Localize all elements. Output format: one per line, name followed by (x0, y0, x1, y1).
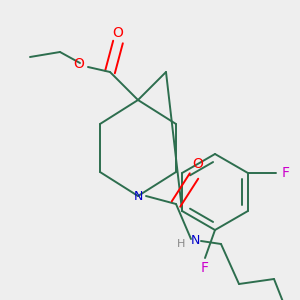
Text: O: O (74, 57, 84, 71)
Text: O: O (112, 26, 123, 40)
Text: F: F (201, 261, 209, 275)
Text: N: N (133, 190, 143, 202)
Text: O: O (193, 157, 203, 171)
Text: H: H (177, 239, 185, 249)
Text: N: N (190, 235, 200, 248)
Text: F: F (282, 166, 290, 180)
